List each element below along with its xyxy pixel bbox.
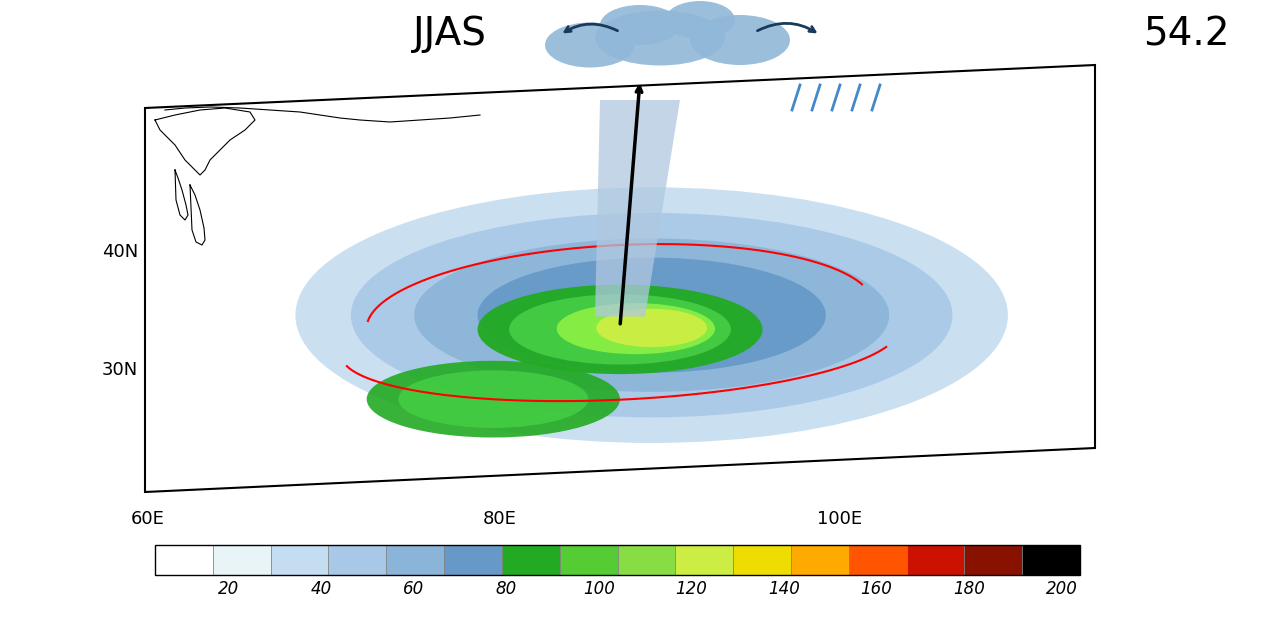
Text: 80: 80	[495, 580, 517, 598]
Text: 180: 180	[954, 580, 984, 598]
Ellipse shape	[596, 309, 707, 347]
Bar	[329, 545, 387, 575]
Ellipse shape	[666, 1, 735, 39]
Text: 100: 100	[584, 580, 614, 598]
Ellipse shape	[366, 361, 620, 437]
Ellipse shape	[600, 5, 680, 45]
Ellipse shape	[415, 239, 890, 392]
Polygon shape	[145, 65, 1094, 492]
Bar	[155, 545, 212, 575]
Text: 120: 120	[676, 580, 708, 598]
Ellipse shape	[509, 294, 731, 365]
Bar	[1023, 545, 1080, 575]
Polygon shape	[595, 100, 680, 316]
Ellipse shape	[477, 285, 763, 374]
Bar	[791, 545, 849, 575]
Bar	[270, 545, 329, 575]
Text: 160: 160	[860, 580, 892, 598]
Text: 60E: 60E	[131, 510, 165, 528]
Text: 40N: 40N	[101, 243, 138, 261]
Text: 100E: 100E	[818, 510, 863, 528]
Ellipse shape	[477, 258, 826, 373]
Text: 80E: 80E	[483, 510, 517, 528]
Ellipse shape	[351, 213, 952, 417]
Ellipse shape	[595, 10, 724, 66]
Bar	[676, 545, 733, 575]
Text: 200: 200	[1046, 580, 1078, 598]
Bar	[502, 545, 559, 575]
Bar	[444, 545, 502, 575]
Bar	[387, 545, 444, 575]
Text: 54.2: 54.2	[1143, 15, 1230, 53]
Ellipse shape	[398, 370, 589, 428]
Text: 30N: 30N	[101, 361, 138, 379]
Bar	[559, 545, 617, 575]
Bar	[849, 545, 906, 575]
Text: 40: 40	[311, 580, 332, 598]
Ellipse shape	[545, 23, 635, 68]
Bar	[212, 545, 270, 575]
Bar	[155, 545, 1080, 575]
Text: 60: 60	[403, 580, 425, 598]
Bar	[964, 545, 1023, 575]
Ellipse shape	[296, 187, 1007, 443]
Ellipse shape	[557, 303, 716, 354]
Text: JJAS: JJAS	[413, 15, 486, 53]
Text: 140: 140	[768, 580, 800, 598]
Text: 20: 20	[219, 580, 239, 598]
Bar	[617, 545, 676, 575]
Bar	[906, 545, 964, 575]
Ellipse shape	[690, 15, 790, 65]
Bar	[733, 545, 791, 575]
